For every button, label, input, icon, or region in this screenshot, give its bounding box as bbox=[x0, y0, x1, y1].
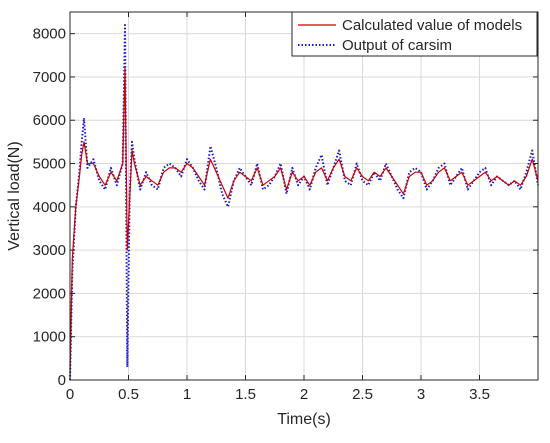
series-line-0 bbox=[69, 67, 539, 381]
y-tick-label: 6000 bbox=[33, 112, 66, 129]
y-tick-label: 4000 bbox=[33, 199, 66, 216]
y-axis-label: Vertical load(N) bbox=[6, 141, 23, 250]
legend: Calculated value of models Output of cars… bbox=[291, 11, 538, 57]
y-tick-label: 8000 bbox=[33, 26, 66, 43]
x-tick-label: 2.5 bbox=[352, 386, 373, 403]
y-tick-label: 7000 bbox=[33, 69, 66, 86]
x-axis-label: Time(s) bbox=[277, 411, 331, 428]
x-tick-label: 3.5 bbox=[469, 386, 490, 403]
series-layer bbox=[69, 24, 539, 381]
y-tick-label: 0 bbox=[58, 372, 66, 389]
y-tick-label: 2000 bbox=[33, 285, 66, 302]
x-tick-label: 0 bbox=[66, 386, 74, 403]
legend-label: Calculated value of models bbox=[342, 17, 522, 34]
y-tick-label: 1000 bbox=[33, 329, 66, 346]
y-tick-label: 3000 bbox=[33, 242, 66, 259]
legend-label: Output of carsim bbox=[342, 37, 452, 54]
y-tick-label: 5000 bbox=[33, 156, 66, 173]
y-axis: 0 1000 2000 3000 4000 5000 6000 7000 8000 bbox=[33, 26, 538, 389]
x-tick-label: 2 bbox=[300, 386, 308, 403]
x-axis: 0 0.5 1 1.5 2 2.5 3 3.5 bbox=[66, 12, 490, 403]
x-tick-label: 3 bbox=[417, 386, 425, 403]
x-tick-label: 1 bbox=[183, 386, 191, 403]
x-tick-label: 1.5 bbox=[235, 386, 256, 403]
x-tick-label: 0.5 bbox=[118, 386, 139, 403]
legend-box bbox=[291, 11, 538, 57]
